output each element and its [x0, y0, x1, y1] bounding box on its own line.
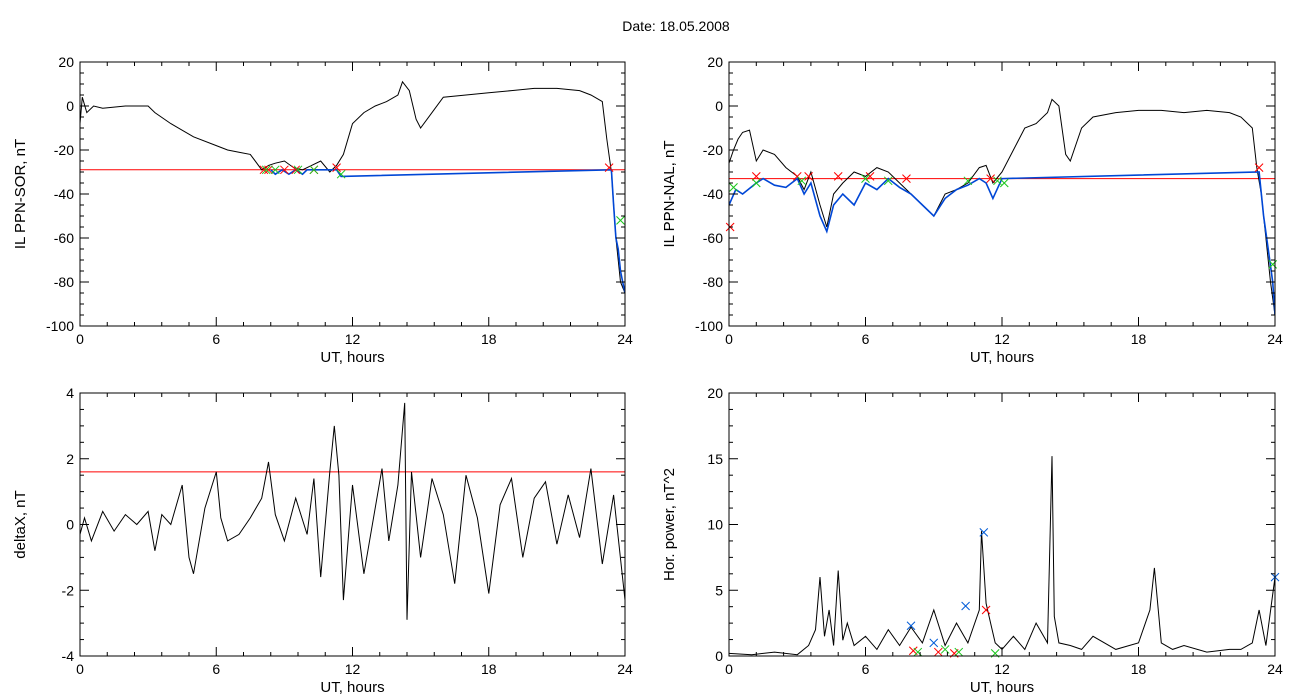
chart-2-xtick-label-2: 12 [345, 661, 361, 677]
chart-3-ytick-label-4: 20 [707, 385, 723, 401]
chart-0-series-1-line [270, 168, 625, 294]
chart-1-marker-green-6 [993, 176, 1002, 186]
chart-0-xtick-label-1: 6 [212, 331, 220, 347]
chart-0-xtick-label-4: 24 [617, 331, 633, 347]
chart-3-ytick-label-0: 0 [715, 648, 723, 664]
chart-0-ytick-label-2: -60 [54, 230, 74, 246]
chart-3-marker-blue-0 [906, 621, 916, 631]
chart-0-ytick-label-5: 0 [66, 98, 74, 114]
chart-1-marker-green-7 [999, 178, 1009, 188]
chart-1-ytick-label-4: -20 [703, 142, 723, 158]
chart-1-marker-green-5 [963, 176, 973, 186]
chart-3-ytick-label-2: 10 [707, 517, 723, 533]
chart-3-xtick-label-4: 24 [1267, 661, 1283, 677]
chart-1-marker-red-3 [804, 172, 813, 181]
chart-0-marker-red-6 [604, 163, 614, 172]
chart-1-ylabel: IL PPN-NAL, nT [661, 141, 678, 248]
chart-1-marker-red-5 [865, 172, 875, 181]
chart-3-marker-blue-3 [979, 528, 989, 537]
chart-1-marker-red-6 [902, 174, 911, 183]
chart-3-frame [728, 392, 1276, 657]
chart-1-marker-green-4 [883, 176, 893, 186]
chart-0-marker-red-5 [332, 163, 341, 172]
chart-3-ytick-label-3: 15 [707, 451, 723, 467]
chart-3-xtick-label-0: 0 [725, 661, 733, 677]
chart-0-ytick-label-1: -80 [54, 274, 74, 290]
chart-1-ytick-label-2: -60 [703, 230, 723, 246]
chart-1-xtick-label-2: 12 [994, 331, 1010, 347]
chart-1-marker-green-0 [729, 183, 738, 192]
chart-3-marker-green-2 [954, 647, 964, 657]
chart-3-xtick-label-1: 6 [862, 661, 870, 677]
chart-0-xtick-label-0: 0 [76, 331, 84, 347]
chart-1-marker-green-3 [861, 174, 870, 183]
chart-1-xtick-label-4: 24 [1267, 331, 1283, 347]
chart-2-ytick-label-0: -4 [62, 648, 75, 664]
chart-3-ylabel: Hor. power, nT^2 [661, 468, 678, 581]
chart-0-marker-green-1 [270, 165, 280, 175]
chart-0-marker-red-0 [259, 165, 269, 175]
chart-3-ytick-label-1: 5 [715, 582, 723, 598]
chart-0-marker-green-4 [336, 169, 346, 179]
chart-0-marker-green-3 [309, 165, 319, 175]
chart-0-ytick-label-6: 20 [58, 54, 74, 70]
chart-0-marker-green-5 [616, 216, 625, 225]
chart-3-marker-red-1 [933, 647, 943, 657]
chart-0-marker-green-2 [293, 165, 303, 175]
chart-2-xtick-label-1: 6 [212, 661, 220, 677]
chart-1-series-1-line [729, 171, 1275, 316]
chart-2-ytick-label-4: 4 [66, 385, 74, 401]
chart-1-ytick-label-0: -100 [695, 318, 723, 334]
chart-1-xtick-label-0: 0 [725, 331, 733, 347]
chart-1-xtick-label-3: 18 [1131, 331, 1147, 347]
chart-1-ytick-label-6: 20 [707, 54, 723, 70]
chart-2-ytick-label-1: -2 [62, 582, 75, 598]
chart-2-ytick-label-3: 2 [66, 451, 74, 467]
chart-0-ytick-label-4: -20 [54, 142, 74, 158]
chart-0-ylabel: IL PPN-SOR, nT [12, 139, 29, 249]
chart-1-ytick-label-3: -40 [703, 186, 723, 202]
chart-2-xtick-label-0: 0 [76, 661, 84, 677]
chart-2-ylabel: deltaX, nT [12, 490, 29, 558]
chart-0-series-0-line [80, 80, 625, 294]
chart-0-marker-green-0 [261, 165, 271, 175]
chart-1-xtick-label-1: 6 [862, 331, 870, 347]
chart-3-marker-red-3 [981, 605, 991, 615]
chart-3-marker-blue-2 [961, 601, 970, 611]
chart-0-marker-red-1 [264, 165, 273, 175]
chart-3-xtick-label-2: 12 [994, 661, 1010, 677]
chart-3-marker-green-1 [940, 645, 950, 654]
chart-0-marker-red-3 [291, 165, 301, 175]
chart-1-marker-red-7 [986, 174, 995, 183]
chart-2-xtick-label-3: 18 [481, 661, 497, 677]
chart-1-marker-green-1 [751, 178, 761, 188]
chart-0-xtick-label-3: 18 [481, 331, 497, 347]
chart-0-ytick-label-0: -100 [46, 318, 74, 334]
chart-0-xtick-label-2: 12 [345, 331, 361, 347]
chart-3-xlabel: UT, hours [970, 679, 1034, 696]
chart-1-ytick-label-5: 0 [715, 98, 723, 114]
chart-3-series-0-line [729, 456, 1275, 656]
chart-1-marker-green-2 [797, 176, 807, 186]
chart-3-marker-blue-1 [929, 638, 939, 648]
chart-1-marker-red-1 [751, 172, 761, 181]
chart-2-xlabel: UT, hours [320, 679, 384, 696]
chart-1-marker-red-8 [1254, 163, 1264, 172]
chart-3-xtick-label-3: 18 [1131, 661, 1147, 677]
chart-2-series-0-line [80, 402, 625, 620]
chart-0-xlabel: UT, hours [320, 349, 384, 366]
chart-1-marker-red-4 [833, 172, 843, 181]
chart-2-xtick-label-4: 24 [617, 661, 633, 677]
chart-0-marker-red-2 [280, 165, 289, 175]
chart-0-ytick-label-3: -40 [54, 186, 74, 202]
chart-1-ytick-label-1: -80 [703, 274, 723, 290]
page-title: Date: 18.05.2008 [622, 18, 730, 34]
chart-1-xlabel: UT, hours [970, 349, 1034, 366]
chart-2-ytick-label-2: 0 [66, 517, 74, 533]
